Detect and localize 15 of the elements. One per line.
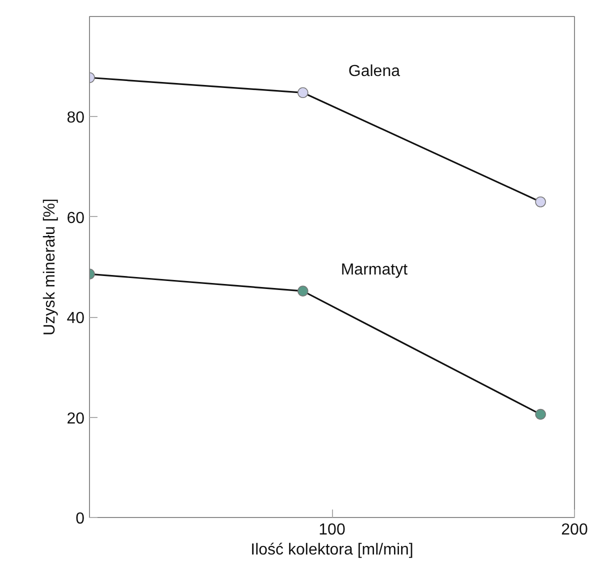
- x-axis-title: Ilość kolektora [ml/min]: [250, 542, 414, 558]
- y-tick-label: 0: [76, 510, 85, 528]
- point: [535, 196, 546, 208]
- point: [535, 408, 546, 420]
- y-tick-label: 20: [66, 410, 85, 428]
- point: [298, 286, 308, 296]
- series-label: Marmatyt: [340, 262, 408, 279]
- x-tick-label: 100: [318, 522, 346, 538]
- y-tick-label: 40: [66, 310, 85, 328]
- series-label: Galena: [348, 63, 400, 80]
- point: [298, 87, 308, 98]
- y-axis-title: Uzysk minerału [%]: [42, 198, 59, 336]
- y-tick-label: 60: [66, 210, 85, 227]
- y-tick-label: 80: [66, 110, 85, 127]
- x-tick-label: 200: [561, 522, 588, 538]
